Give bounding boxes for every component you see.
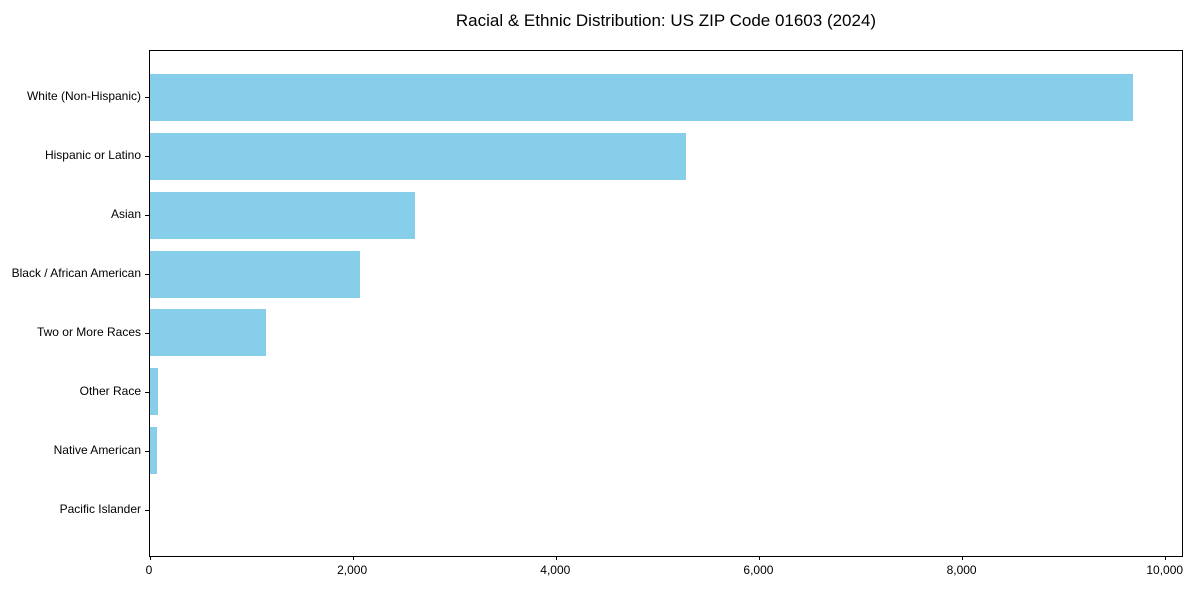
y-tick-label-white-non-hispanic: White (Non-Hispanic) — [26, 89, 141, 104]
y-tick-label-pacific-islander: Pacific Islander — [59, 501, 141, 516]
x-tick-mark — [352, 556, 354, 560]
x-tick-mark — [555, 556, 557, 560]
x-tick-label-4-000: 4,000 — [540, 563, 571, 577]
x-tick-label-2-000: 2,000 — [337, 563, 368, 577]
y-tick-label-other-race: Other Race — [79, 383, 141, 398]
y-tick-mark — [145, 391, 149, 393]
y-tick-label-native-american: Native American — [53, 442, 141, 457]
x-tick-mark — [1165, 556, 1167, 560]
x-tick-label-8-000: 8,000 — [946, 563, 977, 577]
x-tick-mark — [149, 556, 151, 560]
y-tick-label-asian: Asian — [110, 207, 141, 222]
plot-area — [145, 50, 1183, 560]
y-tick-mark — [145, 450, 149, 452]
y-tick-mark — [145, 156, 149, 158]
y-tick-mark — [145, 509, 149, 511]
bar-other-race — [150, 368, 159, 416]
bar-two-or-more-races — [150, 309, 266, 357]
x-tick-mark — [758, 556, 760, 560]
y-tick-mark — [145, 332, 149, 334]
bar-black-african-american — [150, 250, 360, 298]
x-tick-label-0: 0 — [145, 563, 153, 577]
y-tick-label-black-african-american: Black / African American — [11, 266, 141, 281]
y-tick-label-hispanic-or-latino: Hispanic or Latino — [44, 148, 141, 163]
y-tick-mark — [145, 274, 149, 276]
x-axis-labels: 0 2,000 4,000 6,000 8,000 10,000 — [146, 563, 1183, 579]
x-tick-label-10-000: 10,000 — [1146, 563, 1184, 577]
y-tick-label-two-or-more-races: Two or More Races — [36, 324, 141, 339]
y-tick-mark — [145, 97, 149, 99]
bar-asian — [150, 191, 416, 239]
bar-white-non-hispanic — [150, 73, 1134, 122]
y-axis-labels: White (Non-Hispanic) Hispanic or Latino As… — [0, 50, 141, 557]
bar-hispanic-or-latino — [150, 132, 687, 180]
x-tick-label-6-000: 6,000 — [743, 563, 774, 577]
chart-title: Racial & Ethnic Distribution: US ZIP Cod… — [455, 11, 877, 30]
x-tick-mark — [962, 556, 964, 560]
y-tick-mark — [145, 215, 149, 217]
bar-native-american — [150, 427, 158, 475]
